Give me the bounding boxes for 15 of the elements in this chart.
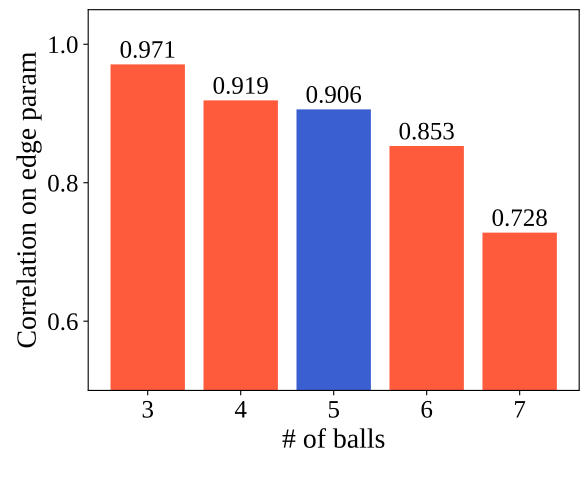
data-label: 0.728	[492, 209, 547, 226]
y-tick-label: 0.6	[48, 313, 78, 330]
x-tick-label: 6	[422, 400, 432, 418]
data-label: 0.971	[120, 40, 174, 58]
x-tick-label: 4	[234, 401, 247, 418]
data-label: 0.853	[400, 122, 454, 140]
data-label: 0.919	[214, 76, 268, 94]
y-axis-title: Correlation on edge param	[16, 52, 42, 348]
data-label: 0.906	[306, 86, 362, 103]
x-tick-label: 7	[515, 401, 526, 418]
y-tick-label: 0.8	[48, 174, 78, 192]
x-tick-label: 3	[142, 400, 153, 418]
y-tick-label: 1.0	[49, 36, 78, 54]
x-axis-title: # of balls	[282, 428, 384, 448]
x-tick-label: 5	[328, 401, 339, 418]
